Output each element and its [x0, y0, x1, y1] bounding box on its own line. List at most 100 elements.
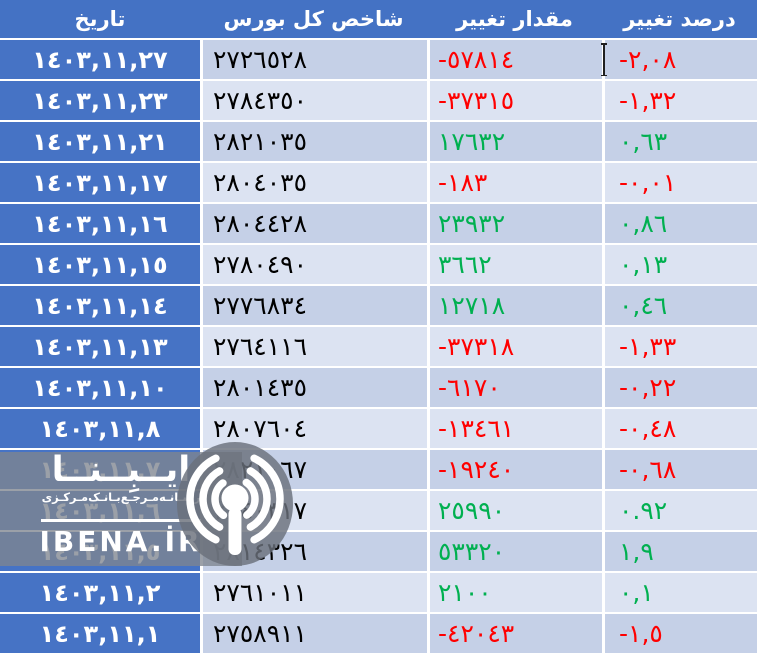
date-cell[interactable]: ١٤٠٣,١١,١٧ — [0, 163, 200, 202]
column-divider — [427, 163, 430, 202]
change-value-cell[interactable]: -٦١٧٠ — [430, 368, 602, 407]
percent-value-cell[interactable]: -٠,٤٨ — [605, 409, 757, 448]
column-divider — [602, 204, 605, 243]
change-value-cell[interactable]: ٣٦٦٢ — [430, 245, 602, 284]
percent-value-cell[interactable]: -٢,٠٨ — [605, 40, 757, 79]
change-value-cell[interactable]: -٤٢٠٤٣ — [430, 614, 602, 653]
table-row: ١٤٠٣,١١,٢٧ ٢٧٢٦٥٢٨ -٥٧٨١٤ -٢,٠٨ — [0, 40, 757, 79]
percent-value-cell[interactable]: ٠,١٣ — [605, 245, 757, 284]
index-value-cell[interactable]: ٢٨٠١٤٣٥ — [203, 368, 427, 407]
header-date[interactable]: تاریخ — [74, 7, 126, 31]
date-cell[interactable]: ١٤٠٣,١١,٢٧ — [0, 40, 200, 79]
table-row: ١٤٠٣,١١,٨ ٢٨٠٧٦٠٤ -١٣٤٦١ -٠,٤٨ — [0, 409, 757, 448]
index-value-cell[interactable]: ٢٨٠٧٦٠٤ — [203, 409, 427, 448]
index-value-cell[interactable]: ٢٧٢٦٥٢٨ — [203, 40, 427, 79]
percent-value-cell[interactable]: ٠,١ — [605, 573, 757, 612]
percent-value-cell[interactable]: ١,٩ — [605, 532, 757, 571]
change-value-cell[interactable]: ٢١٠٠ — [430, 573, 602, 612]
column-divider — [602, 450, 605, 489]
column-divider — [602, 573, 605, 612]
column-divider — [200, 573, 203, 612]
column-divider — [427, 409, 430, 448]
column-divider — [200, 409, 203, 448]
date-cell[interactable]: ١٤٠٣,١١,٨ — [0, 409, 200, 448]
percent-value-cell[interactable]: ٠,٨٦ — [605, 204, 757, 243]
date-cell[interactable]: ١٤٠٣,١١,١ — [0, 614, 200, 653]
change-value-cell[interactable]: -٣٧٣١٥ — [430, 81, 602, 120]
change-value-cell[interactable]: -١٨٣ — [430, 163, 602, 202]
column-divider — [427, 532, 430, 571]
change-value-cell[interactable]: -٥٧٨١٤ — [430, 40, 602, 79]
column-divider — [200, 286, 203, 325]
change-value-cell[interactable]: ٥٣٣٢٠ — [430, 532, 602, 571]
date-cell[interactable]: ١٤٠٣,١١,١٦ — [0, 204, 200, 243]
column-divider — [602, 491, 605, 530]
column-divider — [200, 327, 203, 366]
column-divider — [427, 368, 430, 407]
column-divider — [427, 204, 430, 243]
table-header-row: تاریخ شاخص کل بورس مقدار تغییر درصد تغیی… — [0, 0, 757, 38]
column-divider — [427, 450, 430, 489]
percent-value-cell[interactable]: -٠,٦٨ — [605, 450, 757, 489]
date-cell[interactable]: ١٤٠٣,١١,٢١ — [0, 122, 200, 161]
column-divider — [602, 327, 605, 366]
index-value-cell[interactable]: ٢٧٦٤١١٦ — [203, 327, 427, 366]
change-value-cell[interactable]: -٣٧٣١٨ — [430, 327, 602, 366]
column-divider — [427, 491, 430, 530]
index-value-cell[interactable]: ٢٨٢١٠٣٥ — [203, 122, 427, 161]
table-row: ١٤٠٣,١١,١٤ ٢٧٧٦٨٣٤ ١٢٧١٨ ٠,٤٦ — [0, 286, 757, 325]
watermark-site-url: IBENA.İR — [39, 524, 203, 558]
date-cell[interactable]: ١٤٠٣,١١,١٣ — [0, 327, 200, 366]
index-value-cell[interactable]: ٢٧٨٠٤٩٠ — [203, 245, 427, 284]
watermark-divider — [41, 519, 201, 522]
date-cell[interactable]: ١٤٠٣,١١,٢ — [0, 573, 200, 612]
header-index[interactable]: شاخص کل بورس — [223, 7, 404, 31]
watermark-title: ايــبِــنــا — [51, 450, 191, 490]
change-value-cell[interactable]: ١٧٦٣٢ — [430, 122, 602, 161]
column-divider — [427, 122, 430, 161]
column-divider — [200, 368, 203, 407]
index-value-cell[interactable]: ٢٧٨٤٣٥٠ — [203, 81, 427, 120]
column-divider — [427, 245, 430, 284]
table-row: ١٤٠٣,١١,١٧ ٢٨٠٤٠٣٥ -١٨٣ -٠,٠١ — [0, 163, 757, 202]
date-cell[interactable]: ١٤٠٣,١١,١٤ — [0, 286, 200, 325]
date-cell[interactable]: ١٤٠٣,١١,١٠ — [0, 368, 200, 407]
percent-value-cell[interactable]: -١,٥ — [605, 614, 757, 653]
change-value-cell[interactable]: ٢٥٩٩٠ — [430, 491, 602, 530]
change-value-cell[interactable]: ١٢٧١٨ — [430, 286, 602, 325]
change-value-cell[interactable]: -١٩٢٤٠ — [430, 450, 602, 489]
change-value-cell[interactable]: ٢٣٩٣٢ — [430, 204, 602, 243]
column-divider — [602, 163, 605, 202]
change-value-cell[interactable]: -١٣٤٦١ — [430, 409, 602, 448]
table-row: ١٤٠٣,١١,٢٣ ٢٧٨٤٣٥٠ -٣٧٣١٥ -١,٣٢ — [0, 81, 757, 120]
index-value-cell[interactable]: ٢٨٠٤٠٣٥ — [203, 163, 427, 202]
percent-value-cell[interactable]: ٠,٦٣ — [605, 122, 757, 161]
column-divider — [427, 573, 430, 612]
index-value-cell[interactable]: ٢٧٦١٠١١ — [203, 573, 427, 612]
table-row: ١٤٠٣,١١,١٣ ٢٧٦٤١١٦ -٣٧٣١٨ -١,٣٣ — [0, 327, 757, 366]
index-value-cell[interactable]: ٢٨٠٤٤٢٨ — [203, 204, 427, 243]
column-divider — [427, 286, 430, 325]
percent-value-cell[interactable]: -٠,٢٢ — [605, 368, 757, 407]
column-divider — [200, 204, 203, 243]
index-value-cell[interactable]: ٢٧٧٦٨٣٤ — [203, 286, 427, 325]
header-change[interactable]: مقدار تغییر — [456, 7, 573, 31]
column-divider — [602, 409, 605, 448]
column-divider — [200, 163, 203, 202]
percent-value-cell[interactable]: -١,٣٣ — [605, 327, 757, 366]
percent-value-cell[interactable]: ٠,٤٦ — [605, 286, 757, 325]
percent-value-cell[interactable]: -٠,٠١ — [605, 163, 757, 202]
date-cell[interactable]: ١٤٠٣,١١,١٥ — [0, 245, 200, 284]
date-cell[interactable]: ١٤٠٣,١١,٢٣ — [0, 81, 200, 120]
percent-value-cell[interactable]: -١,٣٢ — [605, 81, 757, 120]
column-divider — [427, 614, 430, 653]
column-divider — [200, 81, 203, 120]
header-percent[interactable]: درصد تغییر — [623, 7, 736, 31]
percent-value-cell[interactable]: ٠.٩٢ — [605, 491, 757, 530]
column-divider — [602, 286, 605, 325]
index-value-cell[interactable]: ٢٧٥٨٩١١ — [203, 614, 427, 653]
column-divider — [602, 614, 605, 653]
column-divider — [200, 614, 203, 653]
